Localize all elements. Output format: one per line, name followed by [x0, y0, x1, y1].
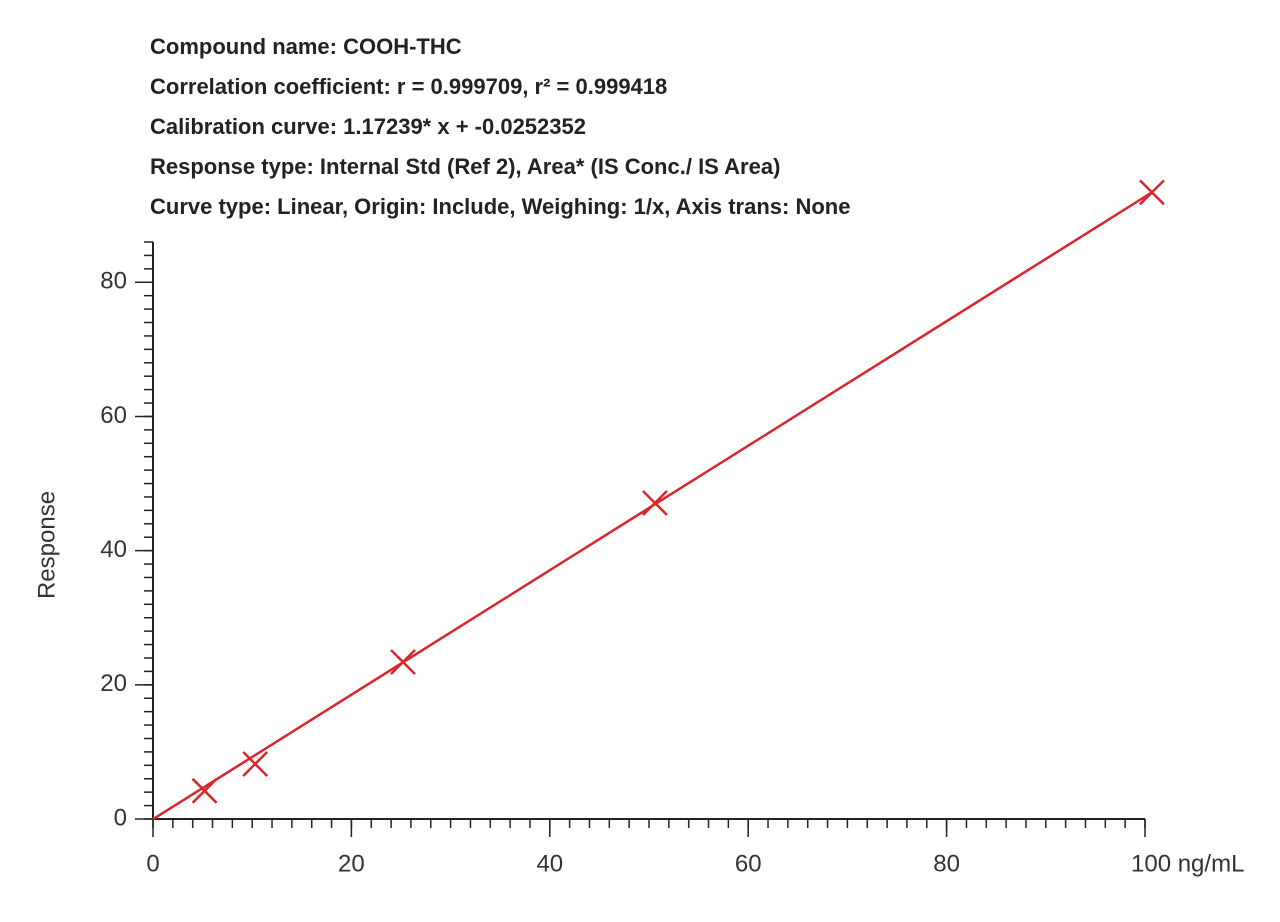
- data-point: [642, 490, 668, 516]
- x-tick-label: 20: [338, 850, 365, 877]
- y-tick-label: 60: [100, 402, 127, 429]
- x-tick-label: 40: [536, 850, 563, 877]
- header-line: Compound name: COOH-THC: [150, 34, 462, 59]
- data-point: [191, 777, 218, 804]
- data-point: [242, 751, 269, 777]
- data-point: [1139, 179, 1165, 206]
- x-tick-label: 0: [146, 850, 159, 877]
- x-tick-label: 80: [933, 850, 960, 877]
- header-line: Response type: Internal Std (Ref 2), Are…: [150, 154, 780, 179]
- header-line: Curve type: Linear, Origin: Include, Wei…: [150, 194, 850, 219]
- y-tick-label: 0: [114, 804, 127, 831]
- x-tick-label: 60: [735, 850, 762, 877]
- header-line: Correlation coefficient: r = 0.999709, r…: [150, 74, 667, 99]
- y-tick-label: 40: [100, 536, 127, 563]
- y-axis-label: Response: [33, 491, 60, 599]
- header-line: Calibration curve: 1.17239* x + -0.02523…: [150, 114, 586, 139]
- y-tick-label: 20: [100, 670, 127, 697]
- x-tick-label: 100 ng/mL: [1131, 850, 1244, 877]
- y-tick-label: 80: [100, 268, 127, 295]
- data-point: [390, 649, 416, 675]
